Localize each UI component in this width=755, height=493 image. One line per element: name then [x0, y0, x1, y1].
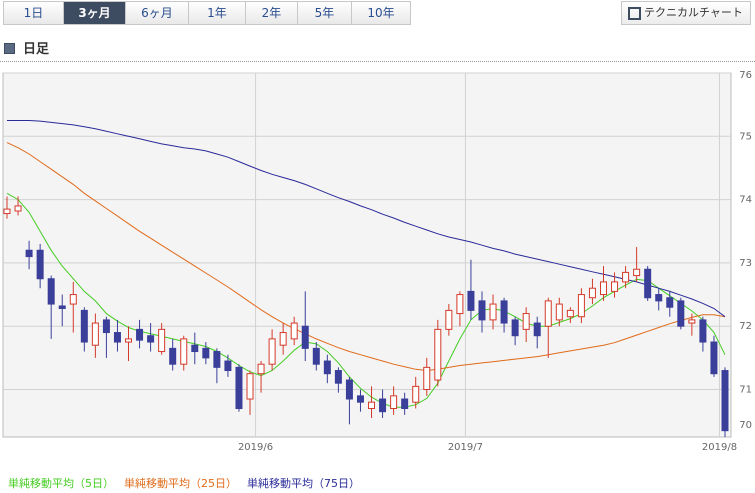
y-tick-label: 74	[739, 195, 752, 206]
candle-body	[113, 332, 121, 343]
button-icon	[628, 7, 641, 20]
candle-body	[191, 344, 199, 353]
candle-body	[3, 208, 11, 215]
section-title: 日足	[4, 38, 49, 57]
candle-body	[158, 328, 166, 353]
plot-area	[2, 72, 732, 438]
period-tab[interactable]: 1日	[3, 1, 64, 25]
candle-body	[125, 338, 133, 343]
candle-body	[334, 370, 342, 384]
period-tab[interactable]: 6ヶ月	[125, 1, 189, 25]
y-tick-label: 72	[739, 321, 752, 332]
candle-body	[246, 373, 254, 400]
y-tick-label: 76	[739, 70, 752, 81]
candle-body	[257, 363, 265, 375]
moving-average-line	[6, 142, 726, 372]
candle-body	[91, 322, 99, 346]
x-tick-label: 2019/8	[702, 442, 737, 453]
candle-body	[533, 322, 541, 337]
candle-body	[390, 395, 398, 410]
candle-body	[136, 328, 144, 341]
candle-body	[58, 305, 66, 309]
candle-body	[688, 319, 696, 324]
button-label: テクニカルチャート	[644, 6, 743, 19]
candle-body	[699, 319, 707, 343]
candle-body	[224, 360, 232, 372]
candle-body	[544, 300, 552, 327]
candle-body	[36, 249, 44, 280]
candle-body	[102, 319, 110, 334]
candle-body	[147, 335, 155, 343]
period-tabs: 1日 3ヶ月 6ヶ月 1年 2年 5年 10年	[3, 1, 411, 25]
y-tick-label: 75	[739, 131, 752, 142]
candle-body	[456, 294, 464, 315]
y-tick-label: 71	[739, 385, 752, 396]
candle-body	[666, 297, 674, 308]
candle-body	[588, 287, 596, 299]
technical-chart-button[interactable]: テクニカルチャート	[621, 1, 751, 25]
candle-body	[500, 300, 508, 324]
candle-body	[522, 313, 530, 330]
legend-entry: 単純移動平均（25日）	[124, 476, 237, 490]
candle-body	[611, 281, 619, 292]
candle-body	[235, 366, 243, 410]
candle-body	[467, 290, 475, 311]
candle-body	[25, 249, 33, 258]
period-tab[interactable]: 3ヶ月	[63, 1, 126, 25]
candle-body	[401, 398, 409, 410]
section-icon	[4, 43, 15, 54]
candle-body	[80, 309, 88, 343]
candle-body	[721, 370, 729, 432]
candle-body	[368, 401, 376, 410]
candle-body	[633, 268, 641, 277]
candle-body	[323, 360, 331, 375]
candle-body	[599, 281, 607, 296]
candle-body	[423, 366, 431, 391]
divider	[0, 61, 755, 62]
candle-body	[356, 395, 364, 403]
candle-body	[412, 385, 420, 403]
candle-body	[213, 351, 221, 368]
legend-entry: 単純移動平均（75日）	[247, 476, 360, 490]
candle-body	[489, 303, 497, 321]
candle-body	[710, 341, 718, 375]
candle-body	[655, 294, 663, 302]
candle-body	[644, 268, 652, 299]
y-tick-label: 70	[739, 420, 752, 431]
candle-body	[434, 328, 442, 381]
candle-body	[290, 322, 298, 340]
candle-body	[180, 338, 188, 365]
candle-body	[301, 325, 309, 349]
candle-body	[379, 398, 387, 413]
candle-body	[577, 294, 585, 318]
moving-average-line	[7, 120, 726, 318]
y-tick-label: 73	[739, 258, 752, 269]
candle-body	[202, 347, 210, 359]
candle-body	[622, 271, 630, 283]
period-tab[interactable]: 1年	[188, 1, 246, 25]
period-tab[interactable]: 10年	[351, 1, 411, 25]
period-tab[interactable]: 2年	[245, 1, 298, 25]
candle-body	[478, 300, 486, 321]
moving-average-line	[6, 192, 726, 408]
candle-body	[268, 338, 276, 365]
candle-body	[566, 309, 574, 318]
x-tick-label: 2019/7	[448, 442, 483, 453]
x-tick-label: 2019/6	[238, 442, 273, 453]
legend-entry: 単純移動平均（5日）	[8, 476, 114, 490]
candle-body	[279, 332, 287, 346]
candle-body	[14, 205, 22, 212]
section-label: 日足	[23, 42, 50, 57]
candle-body	[312, 347, 320, 365]
candle-body	[445, 309, 453, 330]
candle-body	[677, 300, 685, 327]
candle-body	[511, 319, 519, 337]
candle-body	[47, 278, 55, 305]
candle-body	[555, 303, 563, 321]
candle-body	[345, 379, 353, 400]
candle-body	[69, 294, 77, 305]
candle-body	[169, 347, 177, 365]
